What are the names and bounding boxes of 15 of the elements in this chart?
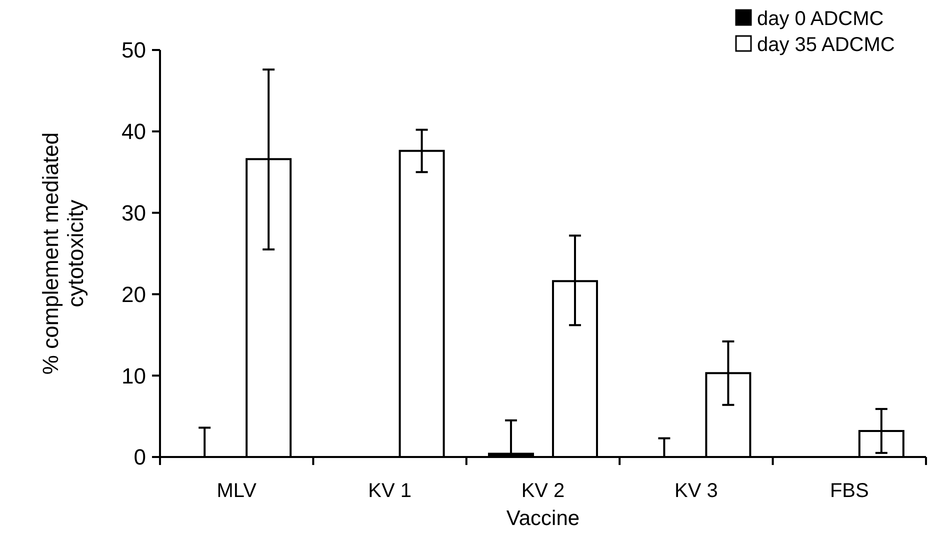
x-tick-label: KV 2 (521, 480, 565, 502)
y-tick-label: 0 (134, 444, 146, 470)
x-tick-label: KV 1 (368, 480, 412, 502)
x-tick-label: MLV (216, 480, 258, 502)
legend-label: day 0 ADCMC (757, 8, 884, 30)
legend-label: day 35 ADCMC (757, 34, 895, 56)
y-axis-title: % complement mediated cytotoxicity (38, 132, 88, 375)
x-tick-label: FBS (830, 480, 869, 502)
y-tick-label: 10 (122, 363, 146, 388)
y-tick-label: 20 (122, 282, 146, 307)
y-tick-label: 30 (122, 200, 146, 226)
y-tick-label: 40 (122, 119, 146, 144)
y-tick-label: 50 (122, 38, 146, 63)
x-tick-label: KV 3 (674, 480, 718, 502)
x-axis-title: Vaccine (506, 507, 580, 530)
